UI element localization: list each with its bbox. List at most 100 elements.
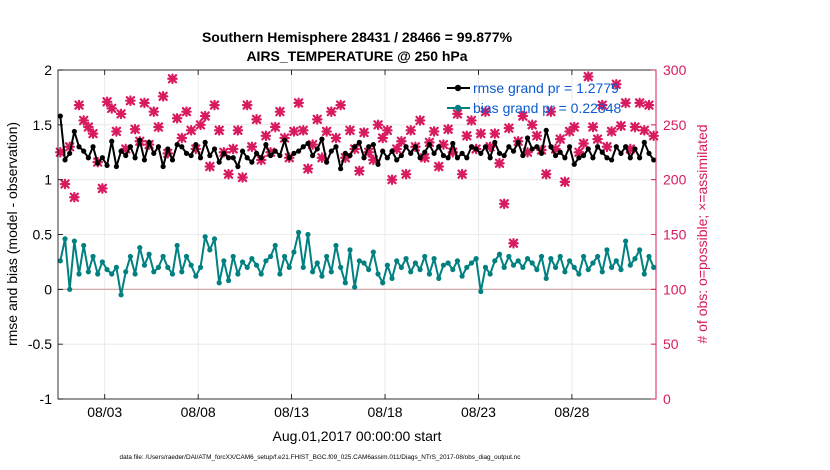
bias-point bbox=[436, 275, 442, 281]
bias-point bbox=[389, 275, 395, 281]
bias-point bbox=[81, 242, 87, 249]
bias-point bbox=[426, 271, 433, 277]
bias-point bbox=[637, 247, 643, 253]
obs-count-marker bbox=[251, 114, 262, 125]
x-ticks: 08/03 08/08 08/13 08/18 08/23 08/28 bbox=[87, 70, 590, 420]
obs-count-marker bbox=[639, 125, 650, 136]
rmse-point bbox=[599, 149, 605, 155]
rmse-point bbox=[193, 141, 199, 148]
obs-count-marker bbox=[237, 172, 248, 183]
obs-count-marker bbox=[377, 132, 388, 144]
obs-count-marker bbox=[260, 130, 272, 142]
rmse-point bbox=[478, 150, 484, 156]
bias-point bbox=[109, 271, 115, 277]
obs-count-marker bbox=[129, 123, 141, 135]
rmse-point bbox=[286, 155, 292, 161]
obs-count-marker bbox=[139, 97, 150, 109]
bias-point bbox=[543, 275, 549, 281]
rmse-point bbox=[473, 146, 479, 152]
bias-point bbox=[618, 266, 624, 273]
obs-count-marker bbox=[199, 110, 211, 122]
rmse-point bbox=[249, 159, 255, 165]
rmse-point bbox=[319, 136, 325, 142]
bias-point bbox=[99, 259, 105, 265]
bias-point bbox=[590, 260, 596, 266]
rmse-point bbox=[281, 137, 288, 143]
y-tick-label-left: -1 bbox=[40, 391, 53, 407]
rmse-point bbox=[272, 148, 278, 154]
rmse-point bbox=[501, 152, 507, 159]
obs-count-marker bbox=[573, 146, 585, 158]
y-tick-label-left: -0.5 bbox=[28, 336, 52, 352]
obs-count-marker bbox=[396, 135, 407, 147]
x-tick-label: 08/13 bbox=[274, 404, 309, 420]
rmse-point bbox=[431, 150, 437, 156]
bias-point bbox=[450, 266, 456, 273]
obs-count-marker bbox=[120, 143, 132, 155]
bias-point bbox=[651, 264, 657, 270]
bias-point bbox=[548, 256, 554, 262]
bias-point bbox=[487, 271, 493, 277]
rmse-point bbox=[609, 157, 615, 163]
obs-count-marker bbox=[480, 106, 491, 117]
rmse-point bbox=[370, 141, 376, 148]
bias-point bbox=[352, 284, 358, 290]
chart-title-line2: AIRS_TEMPERATURE @ 250 hPa bbox=[246, 48, 467, 64]
obs-count-marker bbox=[97, 183, 108, 194]
obs-count-marker bbox=[340, 152, 351, 164]
rmse-point bbox=[571, 161, 577, 167]
bias-series-layer bbox=[57, 229, 657, 298]
obs-count-marker bbox=[330, 132, 342, 144]
bias-point bbox=[67, 286, 73, 292]
legend: rmse grand pr = 1.2779 bias grand pr = 0… bbox=[447, 80, 621, 116]
obs-count-marker bbox=[316, 152, 328, 164]
obs-count-marker bbox=[634, 97, 645, 109]
rmse-point bbox=[454, 155, 461, 161]
rmse-point bbox=[459, 150, 465, 156]
obs-count-marker bbox=[601, 141, 613, 153]
rmse-point bbox=[366, 144, 372, 150]
obs-count-marker bbox=[73, 99, 85, 111]
bias-point bbox=[580, 253, 587, 260]
y-tick-label-left: 2 bbox=[44, 62, 52, 78]
bias-point bbox=[412, 260, 418, 266]
rmse-point bbox=[146, 139, 152, 145]
obs-count-marker bbox=[307, 139, 318, 150]
obs-count-marker bbox=[148, 106, 160, 117]
bias-point bbox=[459, 273, 465, 279]
data-file-footnote: data file: /Users/raeder/DAI/ATM_forcXX/… bbox=[120, 454, 522, 461]
rmse-point bbox=[426, 141, 433, 148]
rmse-point bbox=[580, 152, 587, 159]
rmse-point bbox=[492, 139, 498, 145]
obs-count-marker bbox=[625, 143, 636, 155]
obs-count-marker bbox=[311, 114, 323, 125]
rmse-point bbox=[384, 155, 390, 161]
bias-point bbox=[197, 264, 204, 270]
bias-point bbox=[71, 238, 77, 244]
obs-count-marker bbox=[209, 99, 220, 111]
obs-count-marker bbox=[419, 152, 431, 164]
rmse-point bbox=[211, 146, 218, 152]
rmse-point bbox=[123, 152, 129, 159]
rmse-point bbox=[300, 144, 306, 150]
obs-count-marker bbox=[442, 123, 454, 135]
bias-point bbox=[599, 269, 605, 275]
obs-count-marker bbox=[101, 96, 113, 108]
rmse-point bbox=[632, 146, 638, 152]
obs-count-marker bbox=[167, 73, 178, 85]
bias-point bbox=[524, 256, 531, 262]
bias-point bbox=[585, 266, 591, 273]
obs-count-marker bbox=[414, 115, 426, 126]
rmse-point bbox=[566, 144, 573, 150]
obs-count-marker bbox=[176, 132, 188, 144]
obs-count-marker bbox=[508, 237, 519, 249]
bias-point bbox=[609, 264, 615, 270]
rmse-point bbox=[543, 127, 549, 133]
bias-point bbox=[538, 253, 545, 260]
legend-rmse-label: rmse grand pr = 1.2779 bbox=[473, 80, 619, 96]
obs-count-marker bbox=[643, 99, 655, 111]
obs-count-marker bbox=[648, 130, 659, 142]
rmse-point bbox=[637, 155, 643, 161]
y-tick-label-left: 1 bbox=[44, 172, 52, 188]
